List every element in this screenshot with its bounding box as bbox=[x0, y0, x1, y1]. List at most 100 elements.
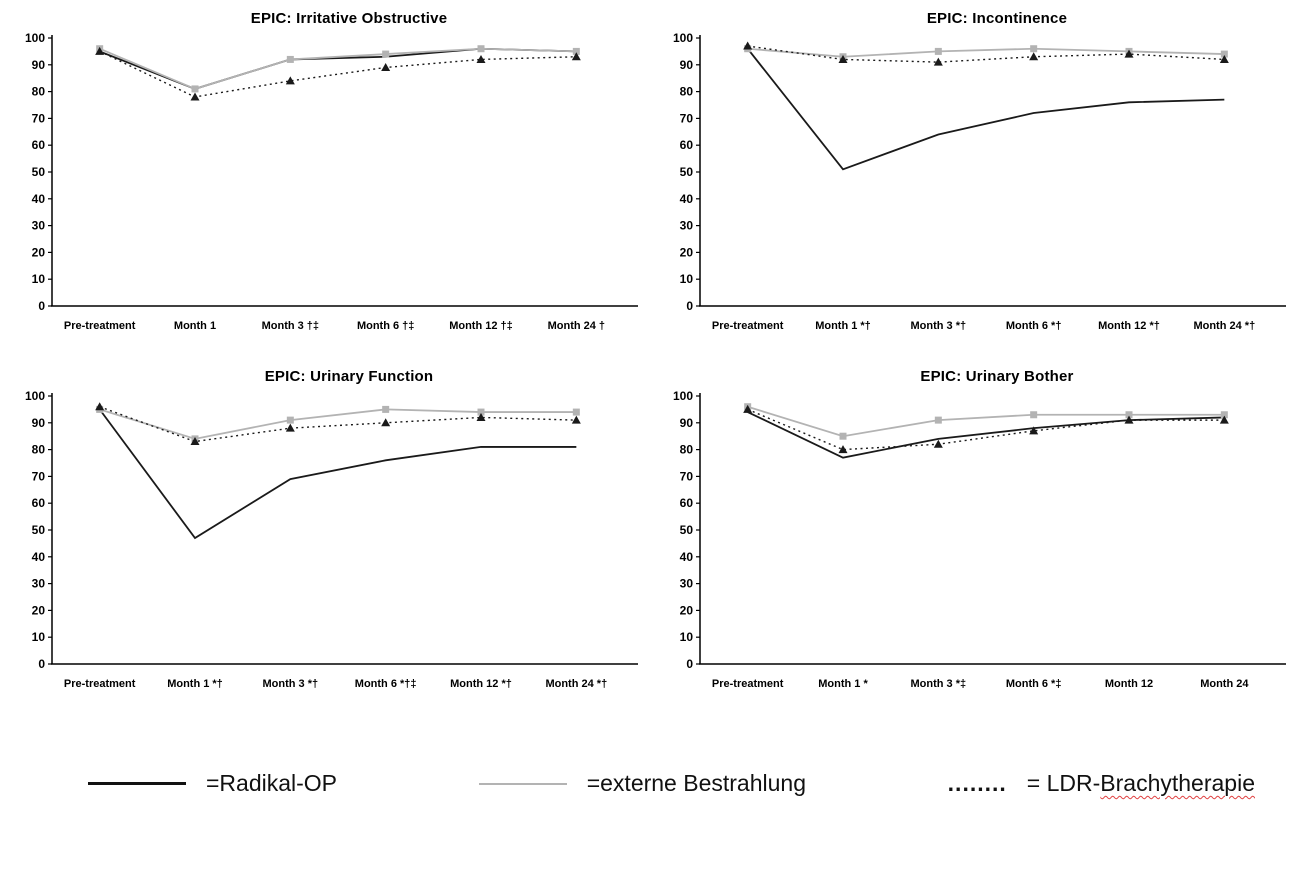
triangle-marker bbox=[476, 54, 486, 63]
x-tick-label: Month 12 bbox=[1105, 678, 1153, 690]
triangle-marker bbox=[743, 41, 753, 50]
y-tick-label: 90 bbox=[680, 58, 694, 72]
triangle-marker bbox=[1219, 54, 1229, 63]
y-tick-label: 40 bbox=[680, 192, 694, 206]
chart-title: EPIC: Incontinence bbox=[926, 10, 1068, 27]
triangle-marker bbox=[95, 46, 105, 55]
series-line bbox=[747, 411, 1225, 459]
y-tick-label: 20 bbox=[32, 603, 46, 617]
series-line bbox=[98, 408, 577, 540]
square-marker bbox=[934, 416, 942, 424]
y-tick-label: 10 bbox=[32, 272, 46, 286]
y-tick-label: 100 bbox=[25, 389, 45, 403]
chart-incontinence: EPIC: Incontinence 0 10 20 30 40 50 60 70 80 90 10… bbox=[658, 10, 1306, 342]
x-tick-label: Month 24 *† bbox=[545, 678, 607, 690]
chart-title: EPIC: Urinary Function bbox=[264, 368, 434, 385]
legend-label-ldr-prefix: = LDR- bbox=[1026, 770, 1101, 796]
radikal-op-line-swatch bbox=[88, 782, 186, 785]
y-tick-label: 30 bbox=[32, 577, 46, 591]
square-marker bbox=[1220, 50, 1228, 58]
y-tick-label: 100 bbox=[25, 31, 45, 45]
legend-label-radikal-op: =Radikal-OP bbox=[206, 770, 338, 796]
y-tick-label: 30 bbox=[680, 219, 694, 233]
series-line bbox=[99, 47, 577, 90]
square-marker bbox=[382, 405, 390, 413]
y-tick-label: 0 bbox=[686, 299, 693, 313]
y-tick-label: 20 bbox=[32, 245, 46, 259]
square-marker bbox=[839, 432, 847, 440]
triangle-marker bbox=[743, 404, 753, 413]
y-tick-label: 70 bbox=[32, 111, 46, 125]
axes: 0 10 20 30 40 50 60 70 80 90 100 Pre-treatment Month… bbox=[25, 31, 638, 332]
y-tick-label: 50 bbox=[32, 523, 46, 537]
legend-label-externe-bestrahlung: =externe Bestrahlung bbox=[586, 770, 806, 796]
y-tick-label: 70 bbox=[32, 469, 46, 483]
ldr-dotted-line-swatch: ........ bbox=[947, 770, 1007, 796]
y-tick-label: 50 bbox=[32, 165, 46, 179]
series-line bbox=[99, 408, 577, 440]
y-tick-label: 40 bbox=[680, 550, 694, 564]
legend: =Radikal-OP =externe Bestrahlung .......… bbox=[10, 770, 1303, 797]
chart-canvas-irritative-obstructive: 0 10 20 30 40 50 60 70 80 90 100 Pre-treatment Month… bbox=[25, 31, 638, 332]
series-externe-bestrahlung bbox=[744, 45, 1228, 61]
square-marker bbox=[477, 45, 485, 53]
x-tick-label: Month 6 *‡ bbox=[1006, 678, 1062, 690]
series-line bbox=[99, 47, 577, 90]
series-ldr-brachytherapie bbox=[95, 46, 581, 101]
x-tick-label: Month 3 †‡ bbox=[262, 320, 319, 332]
y-tick-label: 90 bbox=[32, 58, 46, 72]
x-tick-label: Month 3 *† bbox=[263, 678, 319, 690]
y-tick-label: 40 bbox=[32, 550, 46, 564]
series-line bbox=[746, 48, 1225, 171]
y-tick-label: 90 bbox=[32, 416, 46, 430]
y-tick-label: 30 bbox=[32, 219, 46, 233]
series-line bbox=[747, 405, 1225, 438]
chart-canvas-urinary-function: 0 10 20 30 40 50 60 70 80 90 100 Pre-treatment Month… bbox=[25, 389, 638, 690]
y-tick-label: 80 bbox=[32, 85, 46, 99]
triangle-marker bbox=[1124, 415, 1134, 424]
square-marker bbox=[1030, 411, 1038, 419]
x-tick-label: Month 1 * bbox=[818, 678, 868, 690]
axes: 0 10 20 30 40 50 60 70 80 90 100 Pre-treatment Month… bbox=[673, 31, 1286, 332]
legend-label-ldr-word: Brachytherapie bbox=[1100, 770, 1255, 796]
series-externe-bestrahlung bbox=[96, 45, 580, 93]
x-tick-label: Pre-treatment bbox=[64, 678, 136, 690]
y-tick-label: 60 bbox=[680, 138, 694, 152]
y-tick-label: 80 bbox=[680, 85, 694, 99]
x-tick-label: Month 1 *† bbox=[167, 678, 223, 690]
square-marker bbox=[1030, 45, 1038, 53]
series-line bbox=[747, 408, 1225, 451]
square-marker bbox=[1220, 411, 1228, 419]
square-marker bbox=[572, 408, 580, 416]
x-tick-label: Month 12 *† bbox=[450, 678, 512, 690]
triangle-marker bbox=[381, 62, 391, 71]
chart-urinary-function: EPIC: Urinary Function 0 10 20 30 40 50 60 70 80… bbox=[10, 368, 658, 700]
y-tick-label: 50 bbox=[680, 523, 694, 537]
y-tick-label: 60 bbox=[32, 138, 46, 152]
triangle-marker bbox=[190, 92, 200, 101]
x-tick-label: Month 12 †‡ bbox=[449, 320, 513, 332]
chart-title: EPIC: Urinary Bother bbox=[920, 368, 1074, 385]
legend-label-ldr-brachytherapie: = LDR-Brachytherapie bbox=[1027, 770, 1255, 797]
triangle-marker bbox=[571, 52, 581, 61]
x-tick-label: Month 3 *† bbox=[911, 320, 967, 332]
triangle-marker bbox=[1124, 49, 1134, 58]
y-tick-label: 10 bbox=[680, 630, 694, 644]
x-tick-label: Month 24 † bbox=[548, 320, 605, 332]
triangle-marker bbox=[95, 402, 105, 411]
charts-grid: EPIC: Irritative Obstructive 0 10 20 30 40 50… bbox=[10, 10, 1303, 700]
x-tick-label: Month 12 *† bbox=[1098, 320, 1160, 332]
triangle-marker bbox=[933, 57, 943, 66]
square-marker bbox=[286, 416, 294, 424]
x-tick-label: Pre-treatment bbox=[712, 678, 784, 690]
externe-bestrahlung-line-swatch bbox=[478, 782, 567, 785]
y-tick-label: 30 bbox=[680, 577, 694, 591]
triangle-marker bbox=[285, 76, 295, 85]
y-tick-label: 80 bbox=[32, 443, 46, 457]
x-tick-label: Pre-treatment bbox=[712, 320, 784, 332]
triangle-marker bbox=[1029, 52, 1039, 61]
y-tick-label: 100 bbox=[673, 389, 693, 403]
y-tick-label: 50 bbox=[680, 165, 694, 179]
x-tick-label: Month 6 *† bbox=[1006, 320, 1062, 332]
